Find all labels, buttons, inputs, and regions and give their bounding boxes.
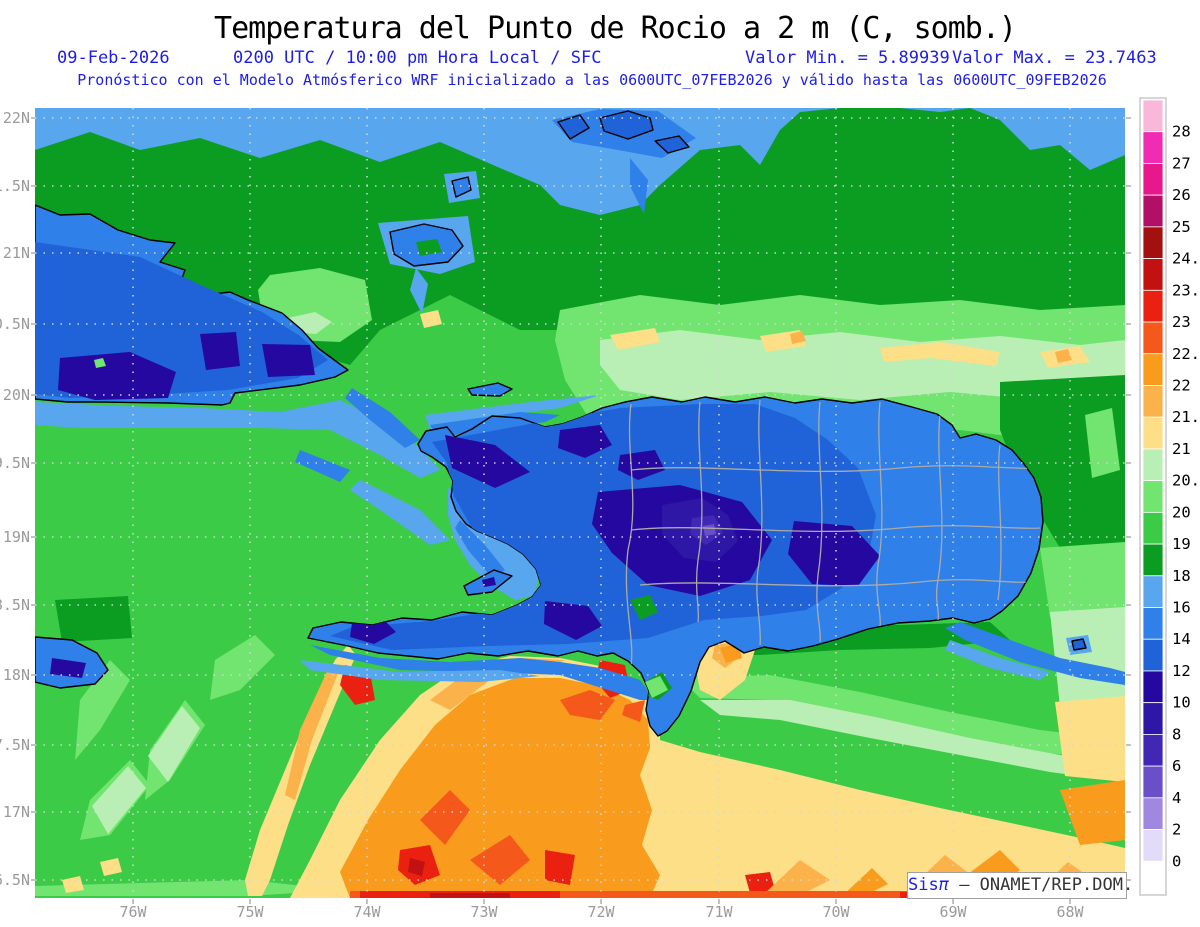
pi-icon: π [939, 875, 949, 895]
svg-text:20.5: 20.5 [1172, 472, 1200, 490]
svg-text:2: 2 [1172, 821, 1181, 839]
svg-text:0: 0 [1172, 852, 1181, 870]
watermark-brand: Sis [908, 875, 939, 895]
svg-text:20: 20 [1172, 503, 1191, 521]
svg-text:20N: 20N [3, 386, 30, 404]
svg-text:0.5N: 0.5N [0, 315, 30, 333]
svg-text:76W: 76W [119, 903, 147, 921]
svg-text:19: 19 [1172, 535, 1191, 553]
svg-text:4: 4 [1172, 789, 1181, 807]
svg-text:21N: 21N [3, 244, 30, 262]
svg-text:10: 10 [1172, 694, 1191, 712]
svg-text:21: 21 [1172, 440, 1191, 458]
svg-text:9.5N: 9.5N [0, 454, 30, 472]
svg-text:23: 23 [1172, 313, 1191, 331]
svg-text:22.5: 22.5 [1172, 345, 1200, 363]
svg-text:18: 18 [1172, 567, 1191, 585]
svg-text:28: 28 [1172, 123, 1191, 141]
mona-island [1072, 639, 1086, 650]
watermark-source: – ONAMET/REP.DOM. [949, 875, 1133, 895]
svg-text:69W: 69W [939, 903, 967, 921]
svg-text:7.5N: 7.5N [0, 736, 30, 754]
svg-text:17N: 17N [3, 803, 30, 821]
svg-text:22N: 22N [3, 109, 30, 127]
khaki-east-column [1055, 696, 1125, 782]
svg-text:72W: 72W [587, 903, 615, 921]
svg-text:25: 25 [1172, 218, 1191, 236]
watermark-box: Sisπ – ONAMET/REP.DOM. [907, 872, 1127, 899]
svg-text:6.5N: 6.5N [0, 871, 30, 889]
svg-text:16: 16 [1172, 599, 1191, 617]
svg-text:18N: 18N [3, 666, 30, 684]
map-canvas: 22N 1.5N 21N 0.5N 20N 9.5N 19N 8.5N 18N 7.5N 17N 6.… [0, 0, 1200, 927]
svg-text:8: 8 [1172, 725, 1181, 743]
svg-text:19N: 19N [3, 528, 30, 546]
svg-text:73W: 73W [470, 903, 498, 921]
svg-text:68W: 68W [1056, 903, 1084, 921]
svg-text:12: 12 [1172, 662, 1191, 680]
plot-area [35, 108, 1125, 898]
svg-text:14: 14 [1172, 630, 1191, 648]
svg-text:26: 26 [1172, 186, 1191, 204]
colorbar-legend: 2827262524.523.52322.52221.52120.5201918… [1140, 98, 1200, 895]
svg-text:22: 22 [1172, 376, 1191, 394]
svg-text:74W: 74W [353, 903, 381, 921]
svg-text:23.5: 23.5 [1172, 281, 1200, 299]
svg-text:6: 6 [1172, 757, 1181, 775]
svg-text:71W: 71W [705, 903, 733, 921]
svg-text:1.5N: 1.5N [0, 177, 30, 195]
weather-map-page: Temperatura del Punto de Rocio a 2 m (C,… [0, 0, 1200, 927]
svg-text:70W: 70W [822, 903, 850, 921]
svg-text:21.5: 21.5 [1172, 408, 1200, 426]
svg-text:27: 27 [1172, 154, 1191, 172]
svg-text:24.5: 24.5 [1172, 250, 1200, 268]
svg-text:8.5N: 8.5N [0, 596, 30, 614]
svg-text:75W: 75W [236, 903, 264, 921]
